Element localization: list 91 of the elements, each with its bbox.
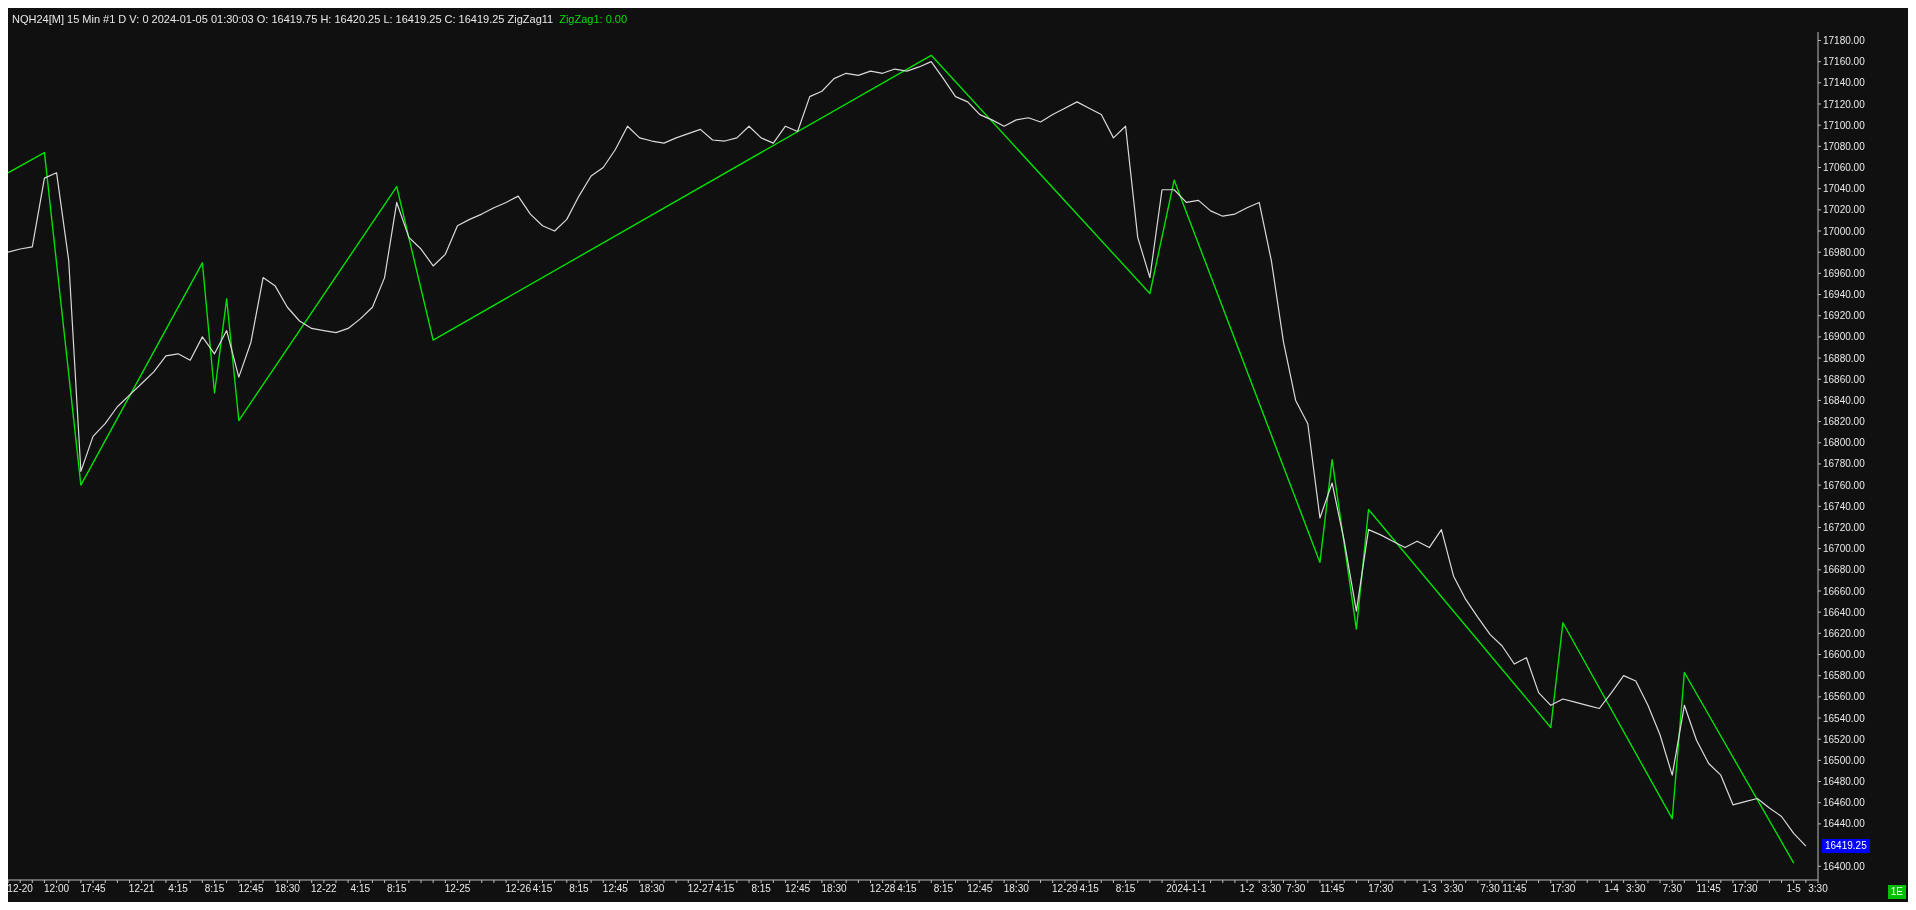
y-tick-label: 16480.00 xyxy=(1823,776,1866,788)
x-tick-label: 3:30 xyxy=(1808,883,1829,895)
x-tick-label: 1-2 xyxy=(1239,883,1255,895)
y-tick-label: 16760.00 xyxy=(1823,479,1866,491)
x-tick-label: 11:45 xyxy=(1319,883,1345,895)
y-tick-label: 16860.00 xyxy=(1823,373,1866,385)
x-tick-label: 4:15 xyxy=(1079,883,1100,895)
y-tick-label: 16840.00 xyxy=(1823,394,1866,406)
x-tick-label: 12-21 xyxy=(128,883,155,895)
y-tick-label: 16780.00 xyxy=(1823,458,1866,470)
x-tick-label: 4:15 xyxy=(168,883,189,895)
x-tick-label: 8:15 xyxy=(1115,883,1136,895)
y-tick-label: 17000.00 xyxy=(1823,225,1866,237)
x-tick-label: 17:30 xyxy=(1550,883,1576,895)
y-tick-label: 16960.00 xyxy=(1823,267,1866,279)
x-tick-label: 12:45 xyxy=(238,883,264,895)
y-tick-label: 16680.00 xyxy=(1823,564,1866,576)
x-tick-label: 12-29 xyxy=(1052,883,1079,895)
y-tick-label: 17180.00 xyxy=(1823,35,1866,47)
x-tick-label: 3:30 xyxy=(1626,883,1646,895)
x-tick-label: 12-26 xyxy=(505,883,532,895)
x-tick-label: 12-27 xyxy=(687,883,714,895)
x-tick-label: 12:00 xyxy=(44,883,70,895)
x-tick-label: 7:30 xyxy=(1662,883,1683,895)
y-tick-label: 17140.00 xyxy=(1823,77,1866,89)
x-tick-label: 12-25 xyxy=(444,883,471,895)
x-tick-label: 12:45 xyxy=(967,883,993,895)
y-tick-label: 16880.00 xyxy=(1823,352,1866,364)
y-tick-label: 16800.00 xyxy=(1823,437,1866,449)
y-tick-label: 16920.00 xyxy=(1823,310,1866,322)
chart-title: NQH24[M] 15 Min #1 D V: 0 2024-01-05 01:30:03 O: 16419.75 H: 16420.25 L: 16419.25 C: 16419.25 ZigZag11 xyxy=(12,13,554,25)
x-tick-label: 1-3 xyxy=(1422,883,1437,895)
x-tick-label: 18:30 xyxy=(821,883,847,895)
x-tick-label: 17:30 xyxy=(1368,883,1394,895)
x-tick-label: 1-5 xyxy=(1786,883,1802,895)
y-tick-label: 16640.00 xyxy=(1823,606,1866,618)
y-tick-label: 16560.00 xyxy=(1823,691,1866,703)
x-tick-label: 4:15 xyxy=(897,883,918,895)
y-tick-label: 16940.00 xyxy=(1823,289,1866,301)
x-tick-label: 7:30 xyxy=(1480,883,1501,895)
x-tick-label: 12-20 xyxy=(7,883,34,895)
x-tick-label: 1-4 xyxy=(1604,883,1620,895)
y-tick-label: 17060.00 xyxy=(1823,162,1866,174)
y-tick-label: 17020.00 xyxy=(1823,204,1866,216)
x-tick-label: 3:30 xyxy=(1443,883,1464,895)
y-tick-label: 16620.00 xyxy=(1823,627,1866,639)
x-tick-label: 7:30 xyxy=(1285,883,1306,895)
text: 1E xyxy=(1887,885,1906,899)
y-tick-label: 16740.00 xyxy=(1823,500,1866,512)
x-tick-label: 4:15 xyxy=(350,883,371,895)
text: 16419.25 xyxy=(1822,839,1870,854)
y-tick-label: 16400.00 xyxy=(1823,860,1866,872)
x-tick-label: 18:30 xyxy=(639,883,665,895)
y-tick-label: 16520.00 xyxy=(1823,733,1866,745)
x-tick-label: 11:45 xyxy=(1502,883,1527,895)
x-tick-label: 12-28 xyxy=(869,883,896,895)
y-tick-label: 16540.00 xyxy=(1823,712,1866,724)
y-tick-label: 17120.00 xyxy=(1823,98,1866,110)
x-tick-label: 11:45 xyxy=(1696,883,1722,895)
y-tick-label: 16580.00 xyxy=(1823,670,1866,682)
x-tick-label: 8:15 xyxy=(751,883,772,895)
x-tick-label: 8:15 xyxy=(933,883,954,895)
x-tick-label: 17:45 xyxy=(80,883,106,895)
x-tick-label: 12:45 xyxy=(785,883,811,895)
x-tick-label: 17:30 xyxy=(1732,883,1759,895)
y-tick-label: 16720.00 xyxy=(1823,522,1866,534)
x-tick-label: 2024-1-1 xyxy=(1166,883,1207,895)
y-tick-label: 16660.00 xyxy=(1823,585,1866,597)
x-tick-label: 12:45 xyxy=(602,883,629,895)
y-tick-label: 16820.00 xyxy=(1823,416,1866,428)
x-tick-label: 8:15 xyxy=(204,883,225,895)
y-tick-label: 16600.00 xyxy=(1823,649,1866,661)
x-tick-label: 18:30 xyxy=(1003,883,1030,895)
y-tick-label: 16440.00 xyxy=(1823,818,1866,830)
x-tick-label: 4:15 xyxy=(714,883,735,895)
y-tick-label: 16500.00 xyxy=(1823,754,1866,766)
x-tick-label: 4:15 xyxy=(532,883,553,895)
x-tick-label: 8:15 xyxy=(386,883,407,895)
y-tick-label: 16460.00 xyxy=(1823,797,1866,809)
x-tick-label: 18:30 xyxy=(274,883,301,895)
y-tick-label: 17080.00 xyxy=(1823,140,1866,152)
y-tick-label: 16900.00 xyxy=(1823,331,1866,343)
text: ZigZag1: 0.00 xyxy=(559,13,628,25)
x-tick-label: 12-22 xyxy=(311,883,338,895)
y-tick-label: 16980.00 xyxy=(1823,246,1866,258)
x-tick-label: 3:30 xyxy=(1261,883,1282,895)
x-tick-label: 8:15 xyxy=(569,883,590,895)
y-tick-label: 17040.00 xyxy=(1823,183,1866,195)
y-tick-label: 17100.00 xyxy=(1823,119,1866,131)
y-tick-label: 17160.00 xyxy=(1823,56,1866,68)
y-tick-label: 16700.00 xyxy=(1823,543,1866,555)
